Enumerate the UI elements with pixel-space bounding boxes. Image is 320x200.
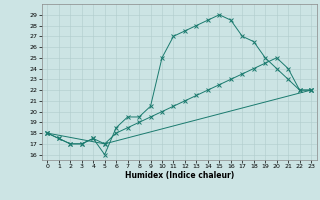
X-axis label: Humidex (Indice chaleur): Humidex (Indice chaleur) bbox=[124, 171, 234, 180]
